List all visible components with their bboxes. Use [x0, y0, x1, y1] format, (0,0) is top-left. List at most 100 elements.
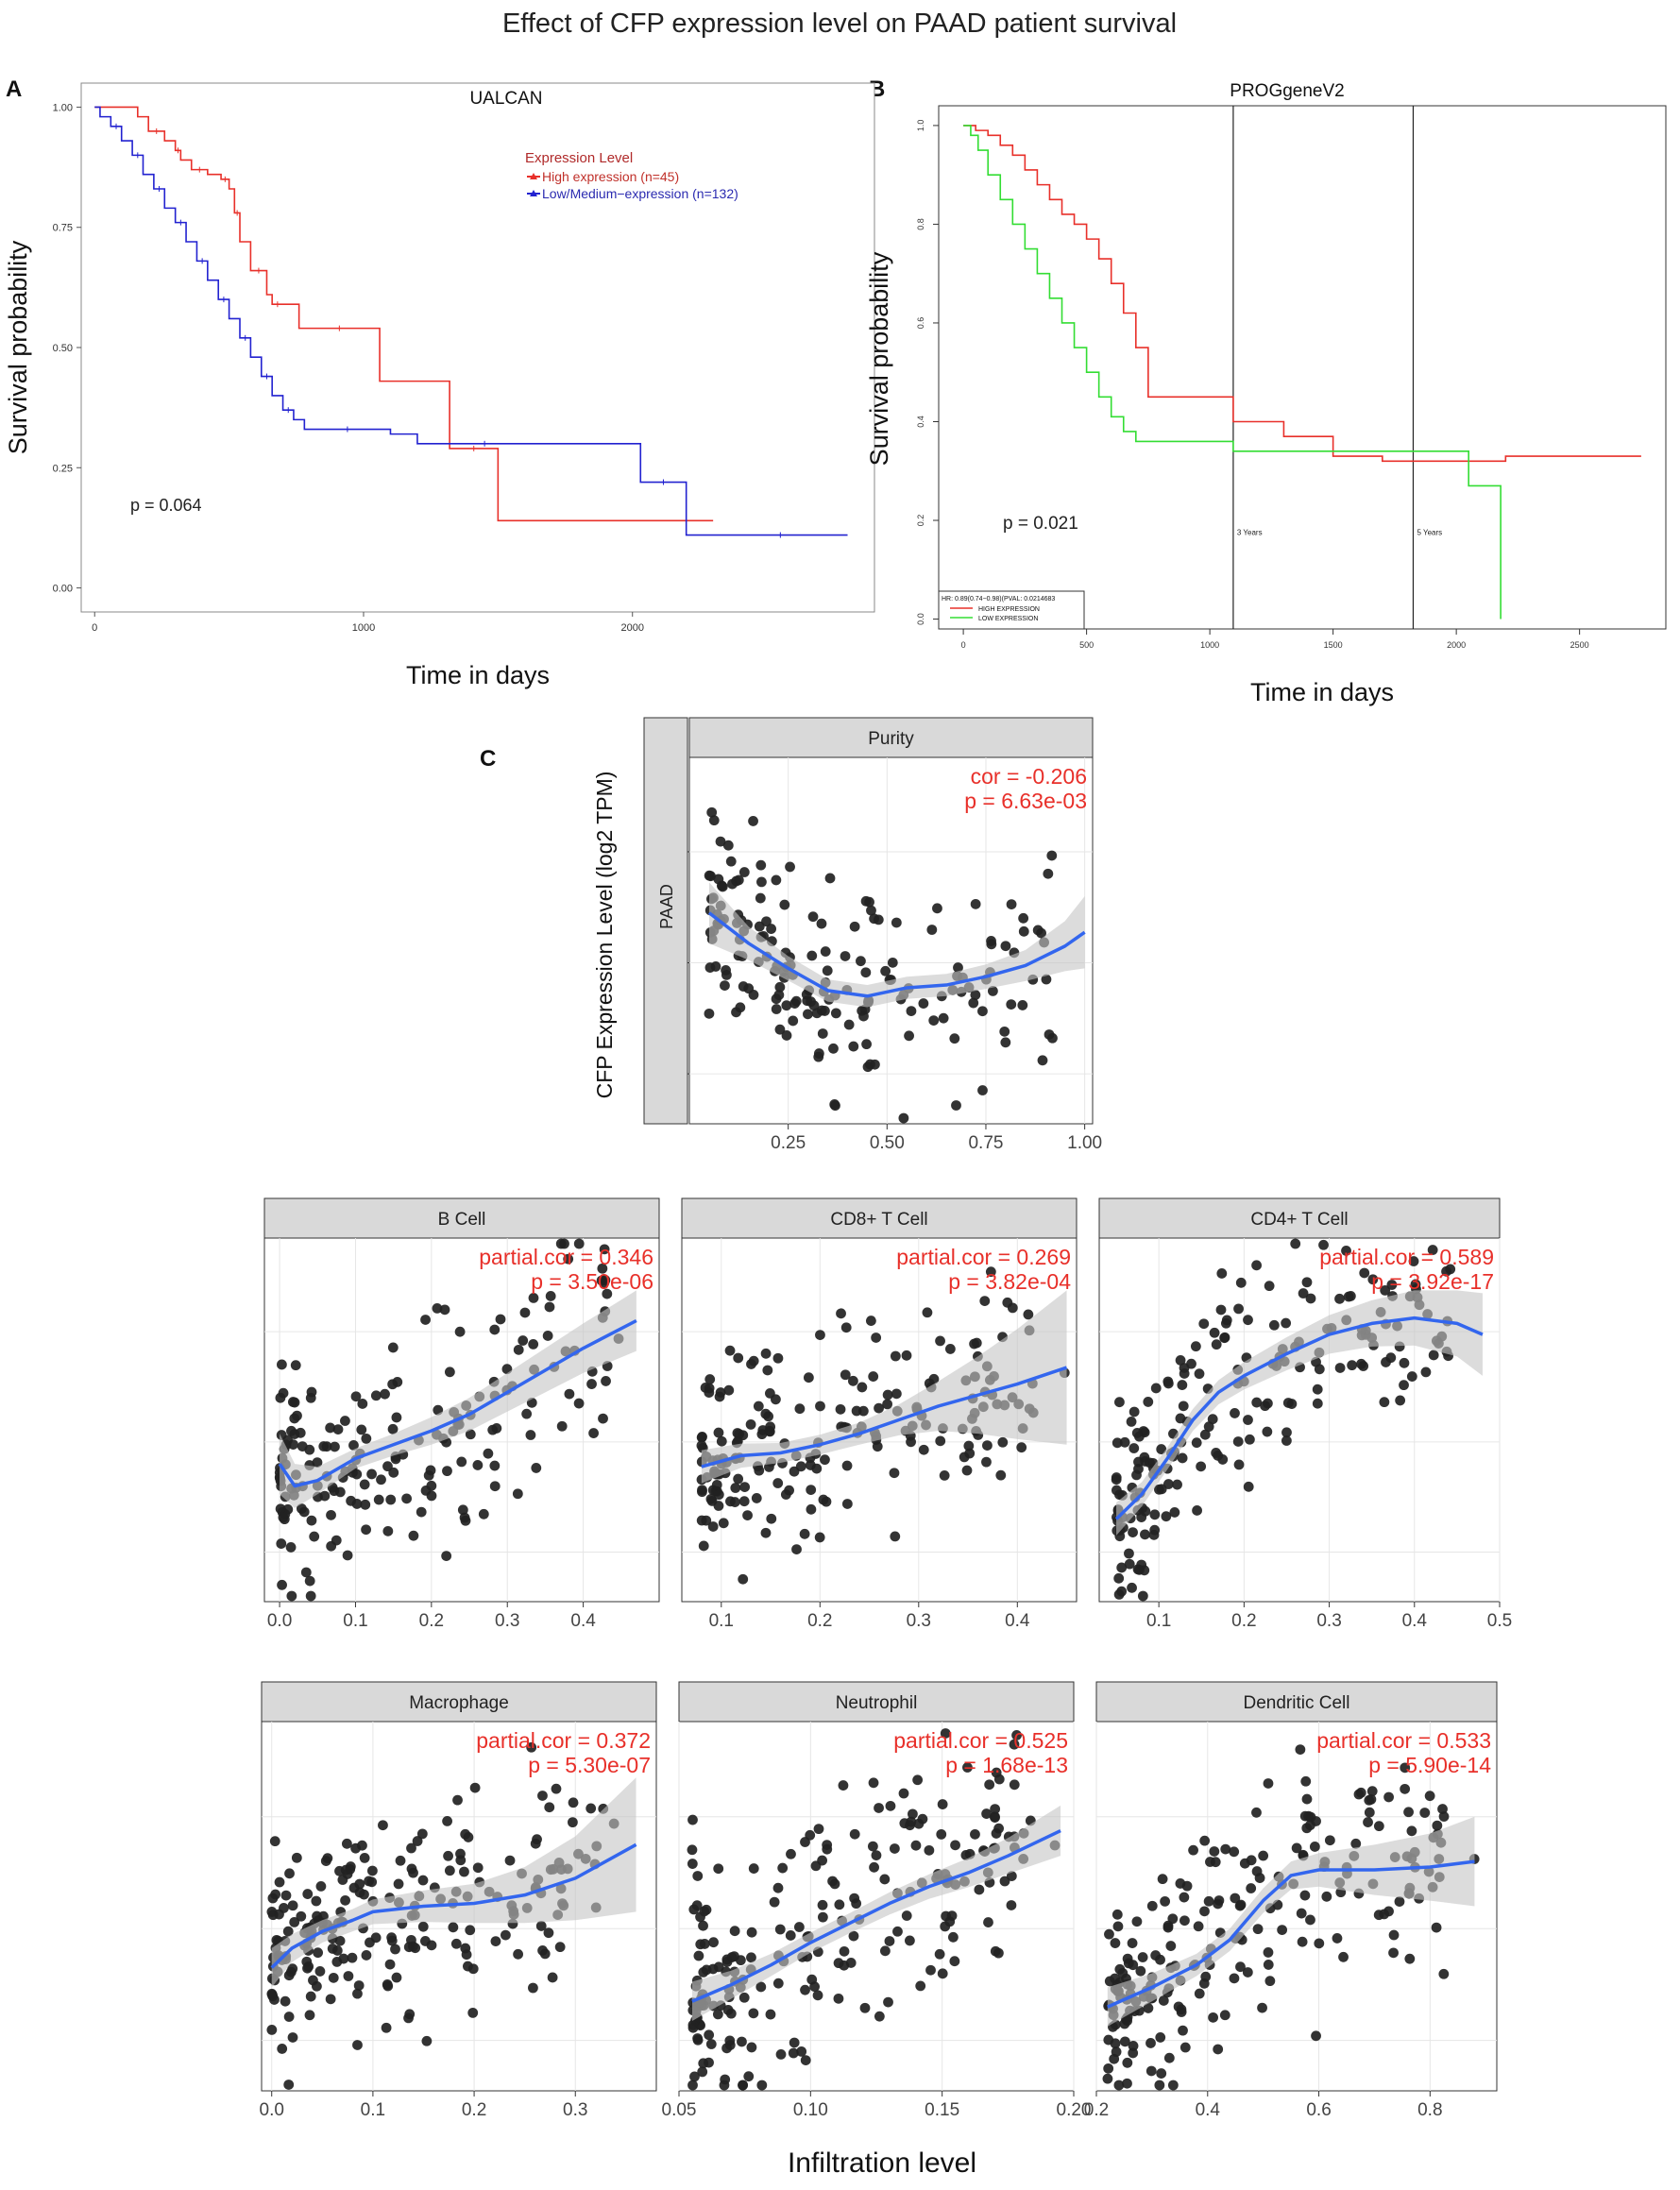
- bcell-point: [290, 1360, 301, 1371]
- neutrophil-point: [738, 2080, 748, 2091]
- purity-point: [949, 1033, 960, 1044]
- cd4-point: [1381, 1357, 1391, 1367]
- purity-point: [906, 1006, 917, 1017]
- cd8-strip-label: CD8+ T Cell: [830, 1210, 927, 1230]
- cd4-point: [1428, 1350, 1439, 1361]
- neutrophil-point: [707, 1963, 719, 1975]
- cd4-point: [1150, 1383, 1162, 1394]
- cd4-point: [1282, 1398, 1294, 1408]
- dendritic-point: [1209, 1846, 1220, 1857]
- dendritic-point: [1394, 1896, 1405, 1907]
- macrophage-point: [354, 1887, 365, 1898]
- dendritic-point: [1311, 2030, 1321, 2042]
- cd8-point: [707, 1521, 719, 1532]
- cd4-point: [1136, 1559, 1147, 1570]
- cd8-fit-line: [701, 1366, 1068, 1468]
- bcell-point: [387, 1342, 399, 1353]
- dendritic-x-tick-label: 0.8: [1417, 2100, 1442, 2120]
- cd4-point: [1162, 1378, 1174, 1389]
- purity-point: [970, 990, 981, 1000]
- neutrophil-point: [898, 1788, 909, 1799]
- neutrophil-point: [719, 2080, 730, 2091]
- cd4-point: [1233, 1303, 1244, 1315]
- bcell-point: [312, 1457, 323, 1468]
- progene-x-tick-label: 500: [1079, 640, 1094, 650]
- macrophage-point: [393, 1878, 404, 1890]
- cd8-point: [764, 1425, 775, 1436]
- bcell-point: [439, 1304, 450, 1316]
- dendritic-point: [1264, 1976, 1276, 1987]
- purity-point: [779, 899, 790, 910]
- cd8-point: [1016, 1442, 1027, 1453]
- bcell-point: [295, 1427, 306, 1438]
- cd8-point: [784, 1485, 794, 1496]
- bcell-point: [306, 1515, 317, 1526]
- bcell-point: [600, 1275, 611, 1285]
- dendritic-strip: [1095, 1681, 1498, 1723]
- dendritic-point: [1400, 1762, 1411, 1774]
- bcell-point: [528, 1339, 539, 1350]
- bcell-point: [491, 1423, 502, 1434]
- bcell-point: [586, 1379, 597, 1389]
- neutrophil-point: [936, 1828, 947, 1840]
- cd8-point: [848, 1375, 858, 1386]
- purity-x-tick-label: 0.75: [968, 1133, 1003, 1153]
- ualcan-title: UALCAN: [469, 89, 542, 109]
- cd4-point: [1358, 1361, 1369, 1371]
- purity-point: [866, 905, 876, 916]
- bcell-stat-p: p = 3.50e-06: [531, 1269, 653, 1294]
- cd4-point: [1399, 1380, 1409, 1391]
- bcell-point: [489, 1460, 501, 1471]
- purity-point: [738, 867, 750, 877]
- cd8-confidence-band: [701, 1290, 1067, 1484]
- cd4-point: [1199, 1429, 1211, 1440]
- dendritic-point: [1219, 2010, 1230, 2021]
- neutrophil-point: [991, 1828, 1002, 1839]
- macrophage-point: [490, 1936, 501, 1947]
- purity-point: [1041, 974, 1052, 985]
- dendritic-point: [1388, 1947, 1399, 1959]
- dendritic-point: [1220, 1843, 1231, 1855]
- purity-point: [904, 1030, 914, 1042]
- macrophage-point: [279, 1902, 289, 1913]
- progene-x-label: Time in days: [1250, 678, 1394, 706]
- dendritic-point: [1229, 1846, 1240, 1858]
- macrophage-point: [381, 2022, 392, 2033]
- panel-label-a: A: [6, 76, 22, 102]
- purity-point: [858, 1010, 869, 1022]
- progene-x-tick-label: 2000: [1447, 640, 1466, 650]
- cd8-point: [718, 1518, 729, 1529]
- purity-point: [860, 895, 872, 907]
- cd8-point: [696, 1432, 707, 1443]
- bcell-point: [275, 1392, 286, 1403]
- bcell-point: [305, 1590, 316, 1602]
- dendritic-point: [1242, 1967, 1253, 1978]
- neutrophil-point: [793, 1922, 805, 1932]
- macrophage-point: [271, 1934, 282, 1945]
- purity-point: [1043, 868, 1054, 879]
- ualcan-high-curve: [94, 106, 714, 522]
- cd8-point: [982, 1440, 993, 1452]
- bcell-point: [513, 1344, 524, 1355]
- purity-point: [918, 998, 929, 1009]
- purity-point: [774, 981, 786, 993]
- cd8-point: [865, 1316, 876, 1326]
- ualcan-legend-label: Low/Medium−expression (n=132): [542, 186, 738, 201]
- ualcan-x-label: Time in days: [406, 661, 550, 689]
- progene-legend-box: [938, 590, 1085, 630]
- bcell-point: [444, 1367, 455, 1378]
- cd4-strip-label: CD4+ T Cell: [1250, 1210, 1348, 1230]
- purity-point: [1032, 925, 1044, 936]
- neutrophil-point: [946, 1910, 958, 1922]
- macrophage-point: [314, 1966, 326, 1977]
- progene-legend-label: HIGH EXPRESSION: [978, 606, 1040, 613]
- macrophage-point: [554, 1942, 566, 1953]
- purity-point: [869, 913, 880, 925]
- bcell-point: [542, 1331, 553, 1341]
- cd4-point: [1114, 1397, 1125, 1408]
- cd4-point: [1133, 1464, 1144, 1474]
- purity-point: [1037, 1055, 1048, 1066]
- purity-point: [807, 911, 819, 923]
- macrophage-point: [340, 1894, 350, 1906]
- cd4-point: [1298, 1288, 1309, 1299]
